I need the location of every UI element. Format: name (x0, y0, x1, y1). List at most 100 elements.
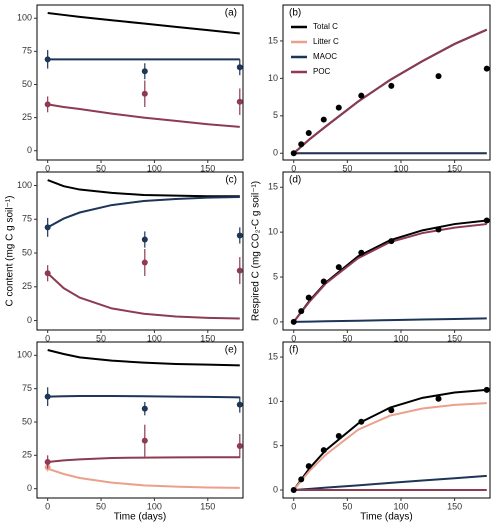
panel-frame (282, 4, 491, 161)
panel-tag: (b) (289, 8, 301, 19)
observation (141, 437, 148, 444)
y-tick-label: 100 (17, 13, 32, 23)
observation (305, 130, 312, 137)
x-tick-label: 50 (342, 333, 352, 343)
observation (335, 264, 342, 271)
y-tick-label: 0 (273, 316, 278, 326)
x-tick-label: 100 (147, 163, 162, 173)
observation (298, 141, 305, 148)
panel-tag: (e) (225, 345, 237, 356)
x-tick-label: 150 (200, 163, 215, 173)
model-line (293, 28, 488, 155)
observation (305, 294, 312, 301)
x-tick-label: 150 (447, 501, 462, 511)
observation (44, 101, 51, 108)
observation (236, 443, 243, 449)
model-line (47, 456, 240, 463)
model-line (47, 179, 240, 198)
x-tick-label: 0 (45, 333, 50, 343)
y-tick-label: 0 (27, 315, 32, 325)
model-line (46, 272, 240, 320)
y-tick-label: 0 (273, 484, 278, 494)
y-axis-label: Respired C (mg CO₂-C g soil⁻¹) (251, 181, 262, 321)
y-axis-label: C content (mg C g soil⁻¹) (5, 196, 16, 307)
observation (305, 463, 312, 470)
panel-tag: (c) (225, 175, 237, 186)
model-line (292, 402, 487, 491)
x-tick-label: 100 (147, 333, 162, 343)
panel-frame (282, 341, 491, 499)
x-tick-label: 0 (291, 163, 296, 173)
observation (435, 395, 442, 402)
observation (388, 407, 395, 414)
x-axis-label: Time (days) (114, 512, 166, 523)
x-tick-label: 0 (291, 333, 296, 343)
model-line (47, 467, 240, 489)
observation (388, 238, 395, 245)
y-tick-label: 75 (22, 46, 32, 56)
model-line (47, 195, 240, 229)
y-tick-label: 25 (22, 112, 32, 122)
x-tick-label: 0 (291, 501, 296, 511)
observation (44, 393, 51, 400)
observation (335, 104, 342, 111)
observation (320, 116, 327, 123)
observation (44, 459, 51, 465)
x-tick-label: 150 (447, 163, 462, 173)
x-tick-label: 100 (393, 333, 408, 343)
y-tick-label: 15 (268, 35, 278, 45)
y-tick-label: 50 (22, 247, 32, 257)
x-tick-label: 0 (45, 501, 50, 511)
y-tick-label: 100 (17, 180, 32, 190)
observation (236, 267, 243, 274)
observation (236, 401, 243, 408)
x-tick-label: 50 (96, 333, 106, 343)
model-line (292, 223, 487, 323)
legend-label: Litter C (313, 37, 339, 46)
observation (483, 65, 490, 72)
model-line (47, 395, 240, 399)
observation (358, 249, 365, 256)
legend-label: MAOC (313, 52, 337, 61)
legend-label: Total C (313, 22, 338, 31)
observation (141, 90, 148, 97)
y-tick-label: 0 (27, 483, 32, 493)
observation (236, 64, 243, 71)
observation (290, 487, 297, 494)
y-tick-label: 15 (268, 182, 278, 192)
observation (358, 92, 365, 99)
x-axis-label: Time (days) (360, 512, 412, 523)
panel-frame (36, 171, 244, 331)
observation (435, 226, 442, 233)
observation (141, 68, 148, 75)
y-tick-label: 15 (268, 351, 278, 361)
observation (388, 82, 395, 89)
y-tick-label: 0 (27, 145, 32, 155)
legend-label: POC (313, 67, 331, 76)
observation (320, 278, 327, 285)
x-tick-label: 50 (96, 163, 106, 173)
y-tick-label: 100 (17, 350, 32, 360)
observation (141, 236, 148, 243)
model-line (293, 28, 488, 155)
y-tick-label: 0 (273, 148, 278, 158)
panel-tag: (f) (289, 345, 298, 356)
y-tick-label: 5 (273, 271, 278, 281)
observation (141, 259, 148, 266)
y-tick-label: 75 (22, 214, 32, 224)
model-line (47, 103, 240, 128)
y-tick-label: 5 (273, 110, 278, 120)
x-tick-label: 150 (200, 501, 215, 511)
y-tick-label: 10 (268, 73, 278, 83)
model-line (292, 219, 487, 323)
x-tick-label: 50 (342, 501, 352, 511)
observation (44, 270, 51, 277)
x-tick-label: 150 (200, 333, 215, 343)
y-tick-label: 10 (268, 227, 278, 237)
y-tick-label: 5 (273, 440, 278, 450)
observation (236, 232, 243, 239)
panel-frame (36, 4, 244, 161)
model-line (47, 349, 240, 367)
x-tick-label: 100 (393, 501, 408, 511)
